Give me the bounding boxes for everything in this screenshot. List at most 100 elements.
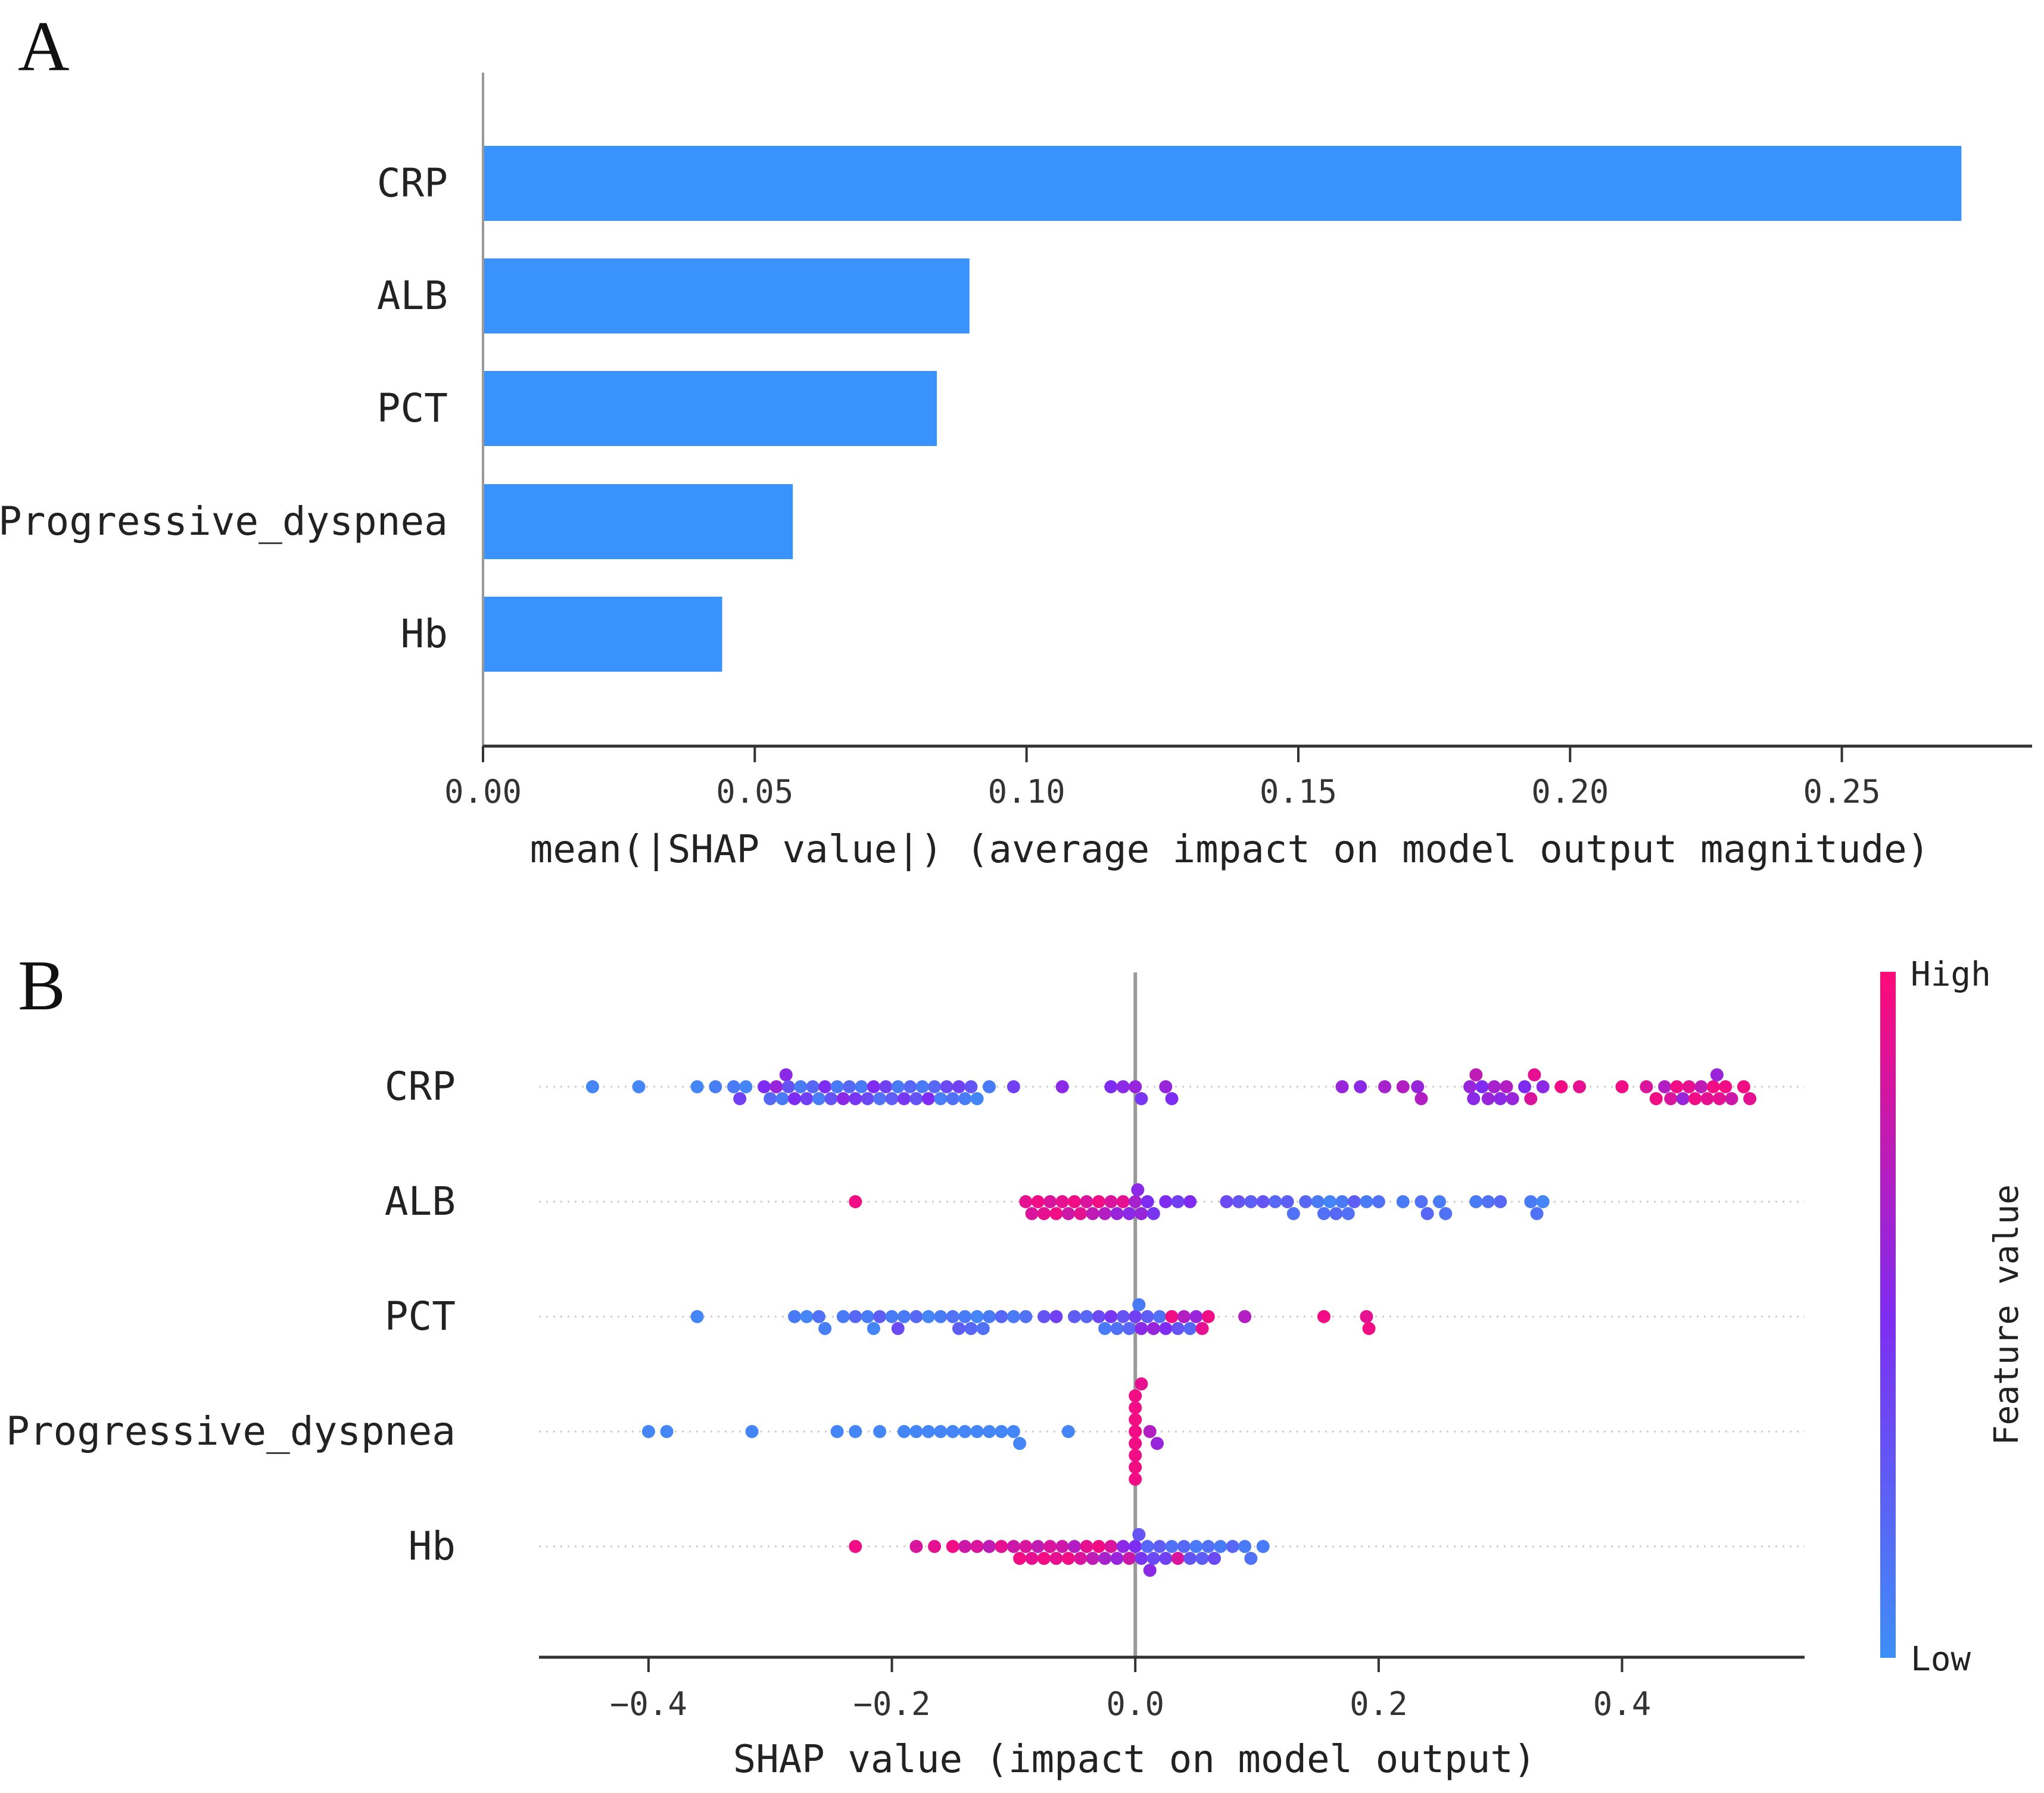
panel-b-x-tick-label: 0.0: [1106, 1685, 1164, 1723]
point-progressive-dyspnea: [1129, 1389, 1142, 1402]
point-crp: [788, 1092, 802, 1105]
point-crp: [897, 1092, 911, 1105]
point-pct: [1159, 1322, 1173, 1335]
point-alb: [1049, 1207, 1063, 1220]
point-alb: [1439, 1207, 1453, 1220]
point-pct: [861, 1310, 874, 1323]
point-crp: [836, 1092, 850, 1105]
point-hb: [1214, 1540, 1227, 1553]
point-crp: [779, 1068, 793, 1081]
point-alb: [1031, 1195, 1045, 1208]
row-label-alb: ALB: [385, 1178, 456, 1224]
point-pct: [1122, 1322, 1136, 1335]
point-alb: [1043, 1195, 1057, 1208]
point-progressive-dyspnea: [1129, 1473, 1142, 1486]
point-alb: [1317, 1207, 1331, 1220]
point-pct: [891, 1322, 905, 1335]
point-crp: [1463, 1080, 1477, 1093]
point-alb: [1092, 1195, 1105, 1208]
point-pct: [1116, 1310, 1130, 1323]
point-hb: [1025, 1552, 1039, 1565]
point-crp: [1414, 1092, 1428, 1105]
panel-a-x-tick-label: 0.25: [1803, 773, 1881, 810]
point-alb: [1372, 1195, 1385, 1208]
point-crp: [1487, 1080, 1501, 1093]
point-pct: [1177, 1310, 1191, 1323]
point-pct: [909, 1310, 923, 1323]
point-hb: [849, 1540, 862, 1553]
bar-pct: [483, 371, 937, 446]
point-pct: [934, 1310, 948, 1323]
point-crp: [903, 1080, 917, 1093]
point-pct: [1141, 1310, 1154, 1323]
point-crp: [1536, 1080, 1550, 1093]
point-crp: [739, 1080, 753, 1093]
panel-a-x-tick-label: 0.10: [988, 773, 1065, 810]
point-crp: [1682, 1080, 1696, 1093]
point-hb: [1146, 1552, 1160, 1565]
bar-label-pct: PCT: [377, 385, 448, 431]
point-crp: [1518, 1080, 1532, 1093]
panel-b-x-tick-label: 0.2: [1350, 1685, 1408, 1723]
point-crp: [1396, 1080, 1410, 1093]
point-progressive-dyspnea: [1129, 1449, 1142, 1462]
point-progressive-dyspnea: [1013, 1437, 1027, 1450]
point-progressive-dyspnea: [830, 1425, 844, 1438]
point-hb: [909, 1540, 923, 1553]
point-crp: [940, 1080, 954, 1093]
point-crp: [758, 1080, 771, 1093]
bar-progressive-dyspnea: [483, 484, 793, 559]
point-pct: [800, 1310, 814, 1323]
point-hb: [1195, 1552, 1209, 1565]
row-label-crp: CRP: [385, 1064, 456, 1109]
point-hb: [1104, 1540, 1118, 1553]
panel-b-x-tick-label: 0.4: [1593, 1685, 1652, 1723]
point-pct: [1098, 1322, 1112, 1335]
point-progressive-dyspnea: [1007, 1425, 1020, 1438]
point-crp: [867, 1080, 880, 1093]
point-hb: [1189, 1540, 1203, 1553]
point-pct: [995, 1310, 1008, 1323]
point-alb: [1269, 1195, 1282, 1208]
point-crp: [764, 1092, 777, 1105]
point-alb: [1396, 1195, 1410, 1208]
bar-label-alb: ALB: [377, 273, 448, 319]
panel-b-beeswarm-chart: B CRP ALB PCT Progressive_dyspnea Hb −0.4 −0.…: [6, 946, 2026, 1782]
point-crp: [727, 1080, 740, 1093]
point-crp: [1528, 1068, 1541, 1081]
point-crp: [1737, 1080, 1750, 1093]
point-hb: [1135, 1552, 1148, 1565]
point-progressive-dyspnea: [849, 1425, 862, 1438]
point-hb: [1092, 1540, 1105, 1553]
row-label-progressive-dyspnea: Progressive_dyspnea: [6, 1408, 456, 1454]
point-pct: [1092, 1310, 1105, 1323]
point-crp: [1640, 1080, 1653, 1093]
point-crp: [879, 1080, 893, 1093]
panel-a-x-tick-label: 0.15: [1260, 773, 1337, 810]
point-hb: [1244, 1552, 1258, 1565]
point-alb: [1524, 1195, 1538, 1208]
point-pct: [1238, 1310, 1252, 1323]
point-pct: [958, 1310, 972, 1323]
point-hb: [970, 1540, 984, 1553]
point-crp: [952, 1080, 965, 1093]
point-crp: [1129, 1080, 1142, 1093]
point-crp: [1688, 1092, 1702, 1105]
point-pct: [1007, 1310, 1020, 1323]
bar-label-hb: Hb: [401, 611, 448, 657]
point-hb: [1068, 1540, 1082, 1553]
point-crp: [632, 1080, 646, 1093]
point-hb: [1132, 1528, 1146, 1541]
panel-b-letter: B: [18, 946, 66, 1025]
point-alb: [1141, 1195, 1154, 1208]
point-alb: [849, 1195, 862, 1208]
point-hb: [1086, 1552, 1099, 1565]
point-crp: [970, 1092, 984, 1105]
point-crp: [915, 1080, 929, 1093]
point-hb: [1007, 1540, 1020, 1553]
point-alb: [1311, 1195, 1325, 1208]
point-crp: [812, 1092, 825, 1105]
bar-label-crp: CRP: [377, 160, 448, 206]
point-progressive-dyspnea: [946, 1425, 959, 1438]
